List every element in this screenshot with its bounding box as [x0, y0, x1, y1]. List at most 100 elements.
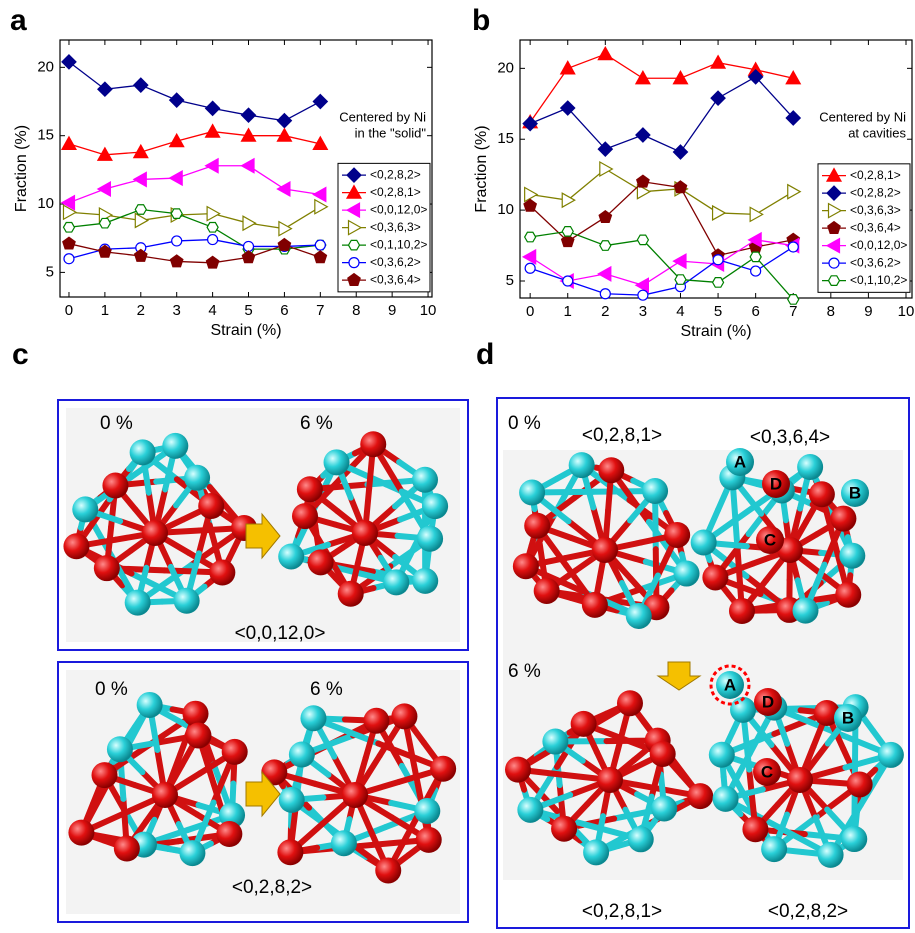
marker — [598, 47, 612, 60]
atom — [363, 708, 389, 734]
atom — [513, 553, 539, 579]
atom — [183, 701, 209, 727]
legend-label: <0,0,12,0> — [850, 238, 907, 252]
x-tick-label: 9 — [864, 303, 872, 320]
x-tick-label: 7 — [789, 303, 797, 320]
marker — [206, 101, 220, 115]
x-tick-label: 10 — [420, 302, 437, 319]
cluster-label: <0,2,8,1> — [582, 425, 662, 446]
atom — [598, 457, 624, 483]
marker — [206, 125, 220, 138]
y-axis-label: Fraction (%) — [473, 125, 490, 212]
x-tick-label: 6 — [280, 302, 288, 319]
atom — [713, 786, 739, 812]
marker — [207, 223, 218, 233]
marker — [63, 237, 75, 249]
atom — [505, 757, 531, 783]
legend-label: <0,2,8,1> — [370, 185, 421, 199]
atom — [324, 449, 350, 475]
marker — [711, 91, 725, 105]
marker — [98, 82, 112, 96]
legend-label: <0,3,6,3> — [850, 203, 901, 217]
marker — [62, 137, 76, 150]
atom — [278, 543, 304, 569]
strain-label: 6 % — [300, 413, 333, 434]
marker — [788, 185, 801, 199]
x-tick-label: 5 — [714, 303, 722, 320]
series-line — [530, 77, 793, 152]
x-tick-label: 1 — [101, 302, 109, 319]
atom — [360, 431, 386, 457]
atom — [92, 762, 118, 788]
x-tick-label: 9 — [388, 302, 396, 319]
marker — [713, 255, 723, 265]
legend-label: <0,0,12,0> — [370, 202, 427, 216]
atom-label: D — [770, 474, 782, 493]
atom — [709, 742, 735, 768]
atom — [617, 690, 643, 716]
x-tick-label: 2 — [601, 303, 609, 320]
atom — [331, 830, 357, 856]
marker — [314, 251, 326, 263]
atom — [416, 827, 442, 853]
figure: a b c d 0 % 6 % <0,0,12,0> 0 % 6 % <0,2,… — [0, 0, 915, 933]
strain-label: 6 % — [508, 661, 541, 682]
atom — [761, 836, 787, 862]
cluster-label: <0,2,8,2> — [768, 901, 848, 922]
cluster-label: <0,2,8,1> — [582, 901, 662, 922]
atom — [650, 741, 676, 767]
legend-label: <0,3,6,2> — [850, 255, 901, 269]
atom — [797, 454, 823, 480]
marker — [600, 162, 613, 176]
atom — [597, 767, 623, 793]
legend-label: <0,1,10,2> — [370, 237, 427, 251]
atom-label: C — [761, 762, 773, 781]
atom — [691, 530, 717, 556]
x-tick-label: 3 — [639, 303, 647, 320]
atom — [216, 821, 242, 847]
atom — [430, 756, 456, 782]
x-tick-label: 0 — [526, 303, 534, 320]
atom — [383, 569, 409, 595]
marker — [562, 227, 573, 237]
marker — [788, 295, 799, 305]
y-tick-label: 15 — [37, 127, 54, 144]
marker — [170, 171, 183, 185]
marker — [172, 236, 182, 246]
marker — [170, 93, 184, 107]
legend-label: <0,3,6,4> — [370, 272, 421, 286]
marker — [675, 275, 686, 285]
marker — [62, 55, 76, 69]
x-tick-label: 4 — [676, 303, 684, 320]
atom — [174, 588, 200, 614]
y-tick-label: 5 — [46, 263, 54, 280]
marker — [673, 145, 687, 159]
marker — [711, 56, 725, 69]
atom — [524, 513, 550, 539]
atom — [551, 816, 577, 842]
marker — [242, 251, 254, 263]
marker — [638, 290, 648, 300]
panel-label: c — [12, 338, 29, 371]
atom — [292, 503, 318, 529]
x-axis-label: Strain (%) — [680, 323, 751, 340]
atom — [534, 578, 560, 604]
atom — [847, 771, 873, 797]
atom — [878, 742, 904, 768]
atom — [729, 598, 755, 624]
marker — [244, 241, 254, 251]
atom — [179, 840, 205, 866]
atom-label: B — [849, 483, 861, 502]
atom — [279, 787, 305, 813]
marker — [713, 278, 724, 288]
atom — [792, 598, 818, 624]
atom-label: A — [734, 452, 746, 471]
atom — [742, 816, 768, 842]
annotation: Centered by Ni — [339, 109, 426, 124]
atom — [835, 582, 861, 608]
x-axis-label: Strain (%) — [210, 322, 281, 339]
marker — [243, 216, 256, 230]
y-tick-label: 5 — [506, 272, 514, 289]
legend-label: <0,3,6,4> — [850, 220, 901, 234]
atom — [300, 705, 326, 731]
